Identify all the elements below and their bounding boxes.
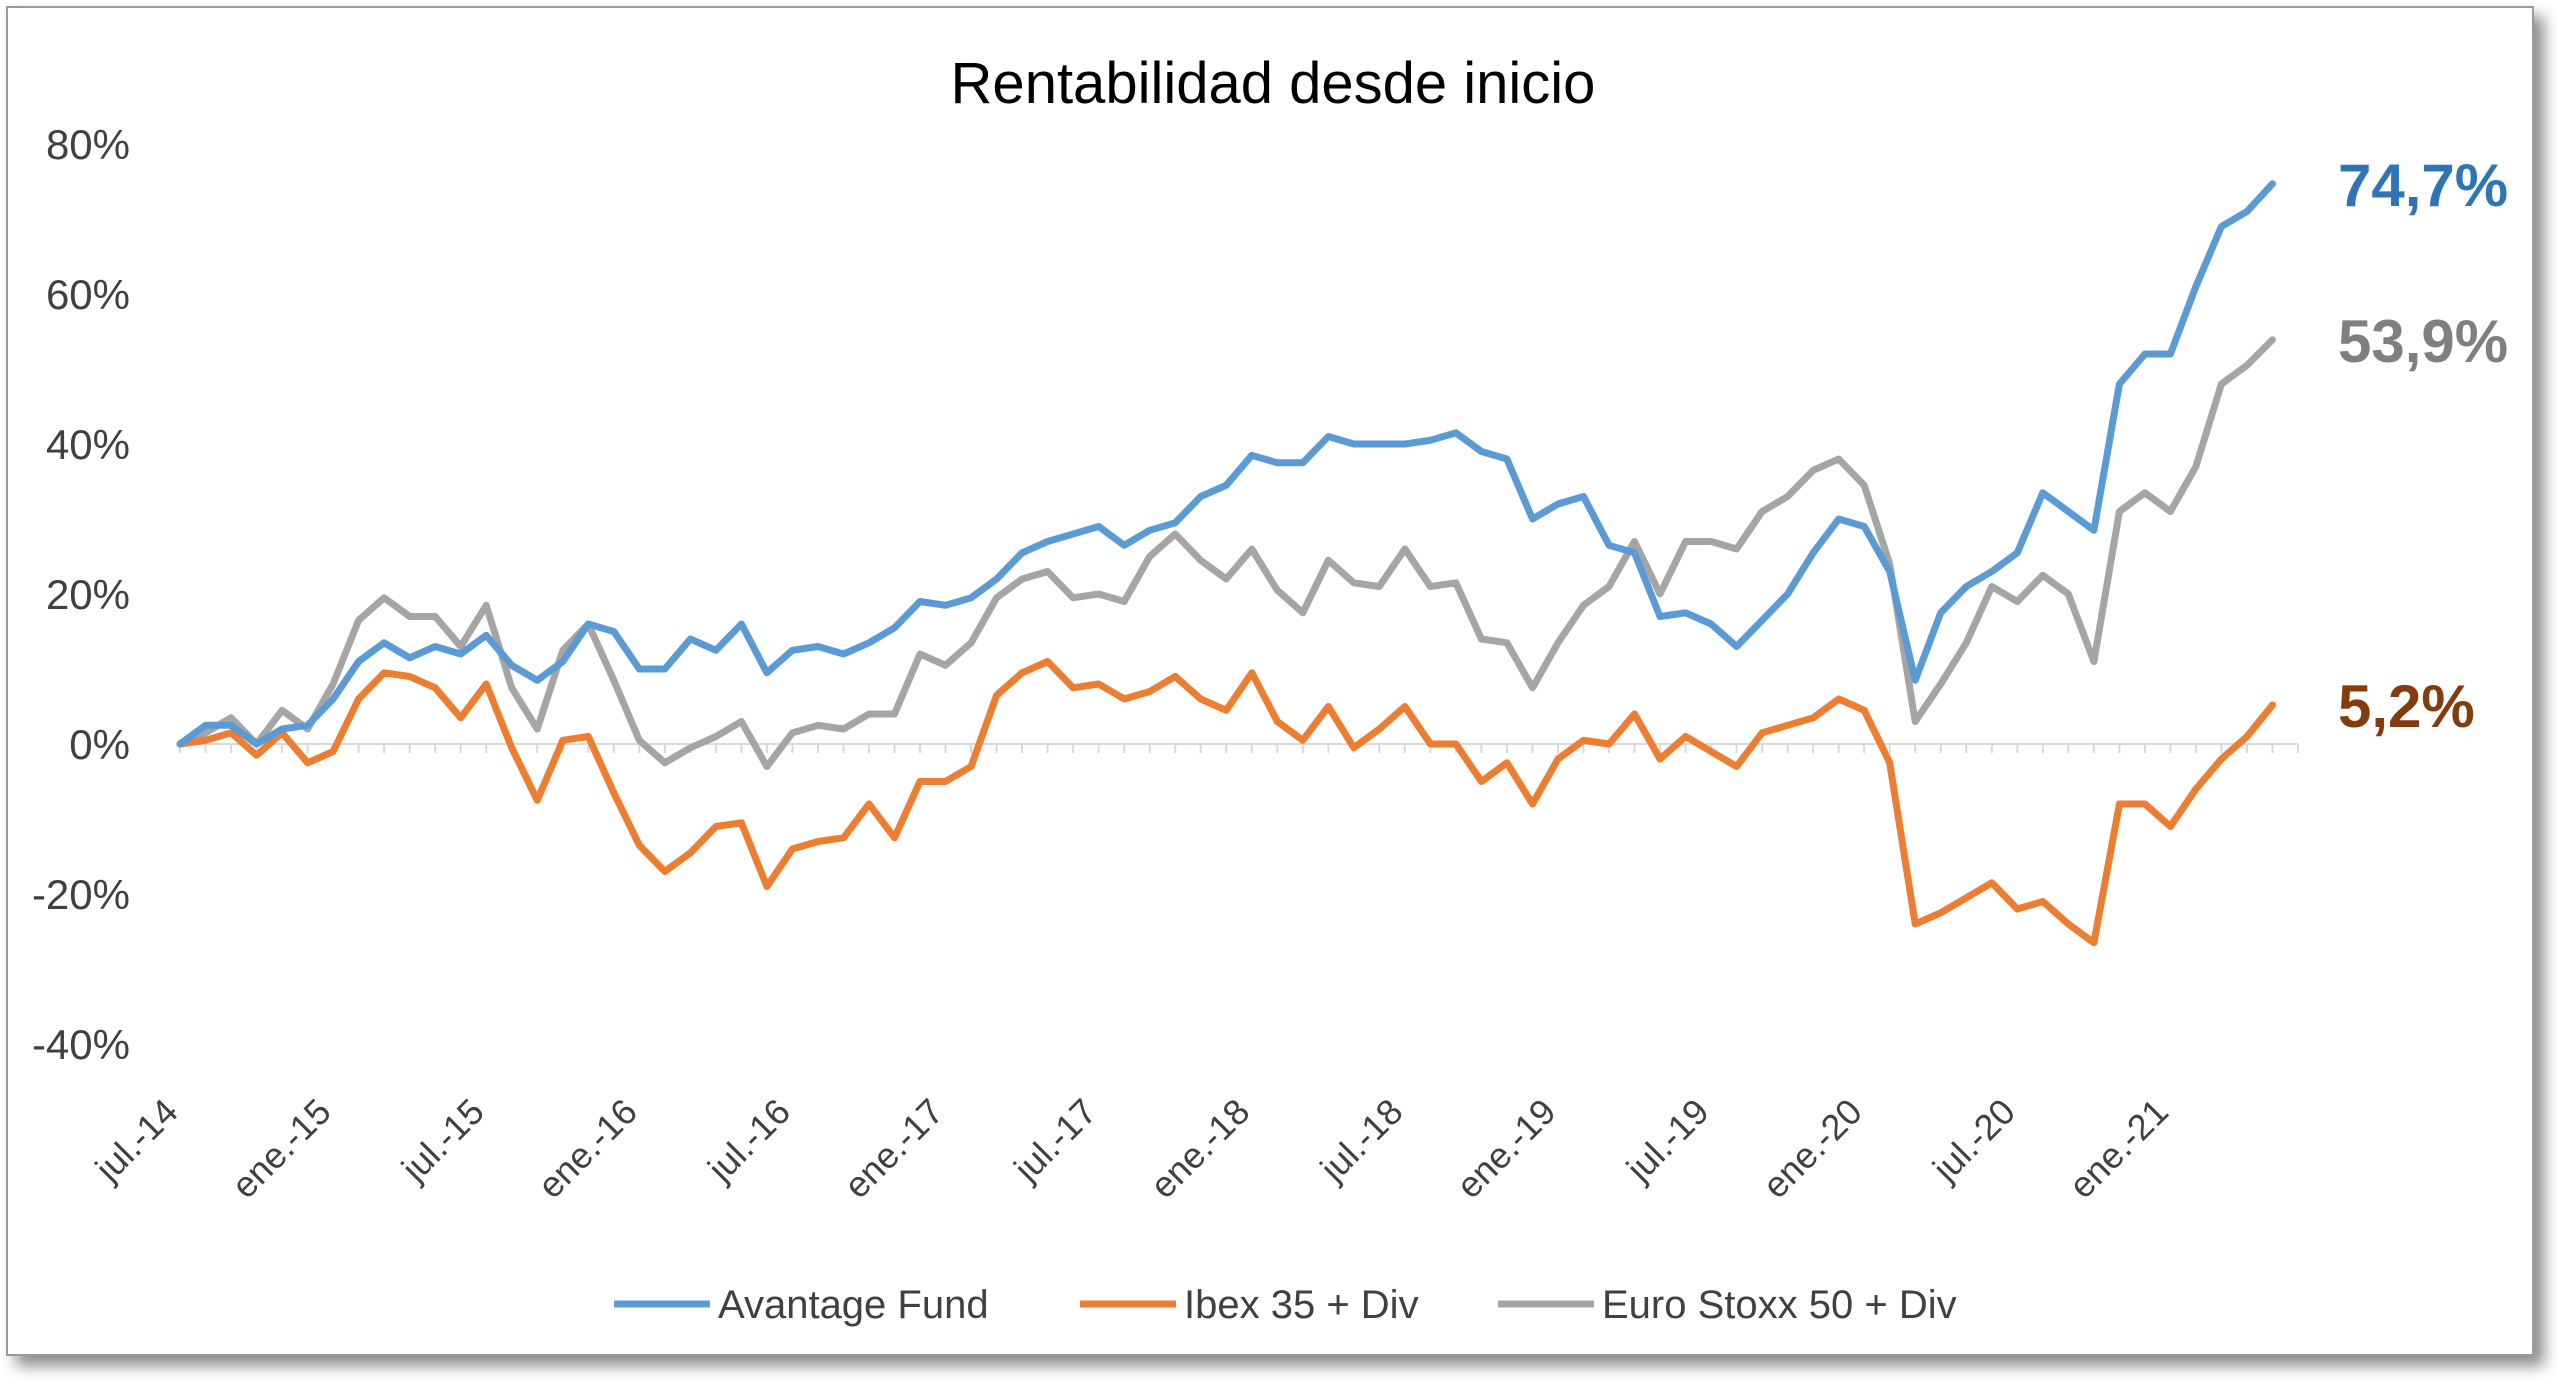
y-tick-label: 0% bbox=[69, 721, 130, 768]
legend-label: Avantage Fund bbox=[718, 1283, 989, 1327]
x-tick-label: ene.-18 bbox=[1142, 1091, 1257, 1206]
y-tick-label: 20% bbox=[46, 571, 130, 618]
series-end-label: 53,9% bbox=[2338, 308, 2508, 375]
y-tick-label: 60% bbox=[46, 271, 130, 318]
series-end-label: 74,7% bbox=[2338, 152, 2508, 219]
x-tick-label: jul.-14 bbox=[87, 1091, 186, 1190]
x-tick-label: jul.-20 bbox=[1924, 1091, 2023, 1190]
x-axis: jul.-14 ene.-15 jul.-15 ene.-16 jul.-16 ene.-… bbox=[87, 743, 2299, 1206]
y-axis: 80% 60% 40% 20% 0% -20% -40% bbox=[32, 121, 130, 1068]
y-tick-label: 40% bbox=[46, 421, 130, 468]
series-lines bbox=[176, 180, 2276, 947]
end-labels: 74,7% 5,2% 53,9% bbox=[2338, 152, 2508, 740]
series-line-ibex-35-div bbox=[176, 658, 2276, 947]
legend-label: Ibex 35 + Div bbox=[1184, 1283, 1419, 1327]
x-tick-label: ene.-20 bbox=[1755, 1091, 1870, 1206]
line-chart: Rentabilidad desde inicio 80% 60% 40% 20% 0%… bbox=[32, 51, 2508, 1327]
x-tick-label: ene.-15 bbox=[223, 1091, 338, 1206]
legend-label: Euro Stoxx 50 + Div bbox=[1602, 1283, 1957, 1327]
x-tick-label: ene.-21 bbox=[2061, 1091, 2176, 1206]
x-tick-label: jul.-18 bbox=[1311, 1091, 1410, 1190]
series-line-avantage-fund bbox=[176, 180, 2276, 748]
x-tick-label: ene.-19 bbox=[1448, 1091, 1563, 1206]
x-tick-label: jul.-16 bbox=[699, 1091, 798, 1190]
x-tick-label: jul.-17 bbox=[1005, 1091, 1104, 1190]
legend: Avantage Fund Ibex 35 + Div Euro Stoxx 50 … bbox=[614, 1283, 1957, 1327]
chart-title: Rentabilidad desde inicio bbox=[951, 51, 1596, 116]
y-tick-label: 80% bbox=[46, 121, 130, 168]
x-tick-label: jul.-15 bbox=[393, 1091, 492, 1190]
chart-frame: Rentabilidad desde inicio 80% 60% 40% 20% 0%… bbox=[6, 6, 2534, 1356]
y-tick-label: -20% bbox=[32, 871, 130, 918]
x-tick-label: jul.-19 bbox=[1618, 1091, 1717, 1190]
series-line-euro-stoxx-50-div bbox=[176, 336, 2276, 770]
x-tick-label: ene.-16 bbox=[530, 1091, 645, 1206]
series-end-label: 5,2% bbox=[2338, 673, 2475, 740]
y-tick-label: -40% bbox=[32, 1021, 130, 1068]
x-tick-label: ene.-17 bbox=[836, 1091, 951, 1206]
